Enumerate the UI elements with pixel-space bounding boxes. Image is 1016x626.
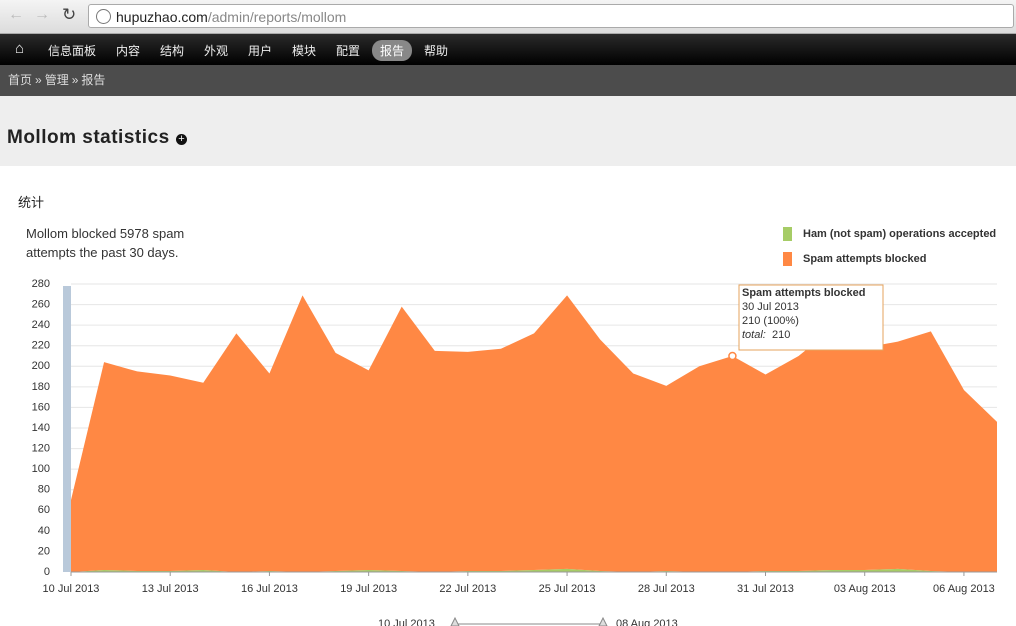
x-tick-label: 31 Jul 2013 [737,583,794,595]
y-tick-label: 120 [32,442,50,454]
x-tick-label: 10 Jul 2013 [43,583,100,595]
browser-bar: ← → ↻ hupuzhao.com/admin/reports/mollom [0,0,1016,34]
page-title: Mollom statistics [7,127,170,148]
toolbar-item[interactable]: 报告 [372,40,413,61]
toolbar-item[interactable]: 模块 [292,44,317,58]
y-tick-label: 40 [38,525,50,537]
legend-label: Spam attempts blocked [803,253,926,265]
tooltip-title: Spam attempts blocked [742,287,865,299]
toolbar-item[interactable]: 配置 [336,44,361,58]
y-tick-label: 100 [32,463,50,475]
toolbar-item[interactable]: 结构 [160,44,185,58]
summary: Mollom blocked 5978 spam attempts the pa… [26,226,185,260]
range-grip [450,616,460,626]
breadcrumb-link: 首页 [8,73,33,87]
globe-icon [96,9,111,24]
breadcrumb-sep: » [35,73,42,87]
legend-label: Ham (not spam) operations accepted [803,228,996,240]
x-tick-label: 13 Jul 2013 [142,583,199,595]
reload-button[interactable]: ↻ [62,5,77,24]
address-bar[interactable]: hupuzhao.com/admin/reports/mollom [88,4,1014,28]
legend-swatch [783,227,792,241]
tooltip-value: 210 (100%) [742,315,799,327]
y-tick-label: 180 [32,381,50,393]
toolbar-item[interactable]: 信息面板 [48,44,97,58]
tooltip-date: 30 Jul 2013 [742,301,799,313]
y-tick-label: 60 [38,504,50,516]
y-tick-label: 140 [32,422,50,434]
tooltip-total: 210 [772,329,790,341]
x-tick-label: 19 Jul 2013 [340,583,397,595]
y-tick-label: 20 [38,545,50,557]
y-tick-label: 200 [32,360,50,372]
y-tick-label: 280 [32,278,50,290]
breadcrumb-sep: » [71,73,79,87]
toolbar-item[interactable]: 外观 [204,44,229,58]
x-tick-label: 22 Jul 2013 [439,583,496,595]
back-button[interactable]: ← [8,6,24,23]
admin-toolbar: ⌂ 信息面板 内容 结构 外观 用户 模块 配置 报告 帮助 [0,34,1016,65]
y-tick-label: 260 [32,298,50,310]
x-tick-label: 28 Jul 2013 [638,583,695,595]
y-tick-label: 240 [32,319,50,331]
x-tick-label: 06 Aug 2013 [933,583,995,595]
hover-point [728,351,737,361]
toolbar-item[interactable]: 帮助 [424,44,449,58]
area [71,568,997,572]
range-start: 10 Jul 2013 [378,618,435,626]
x-tick-label: 25 Jul 2013 [539,583,596,595]
url-path: /admin/reports/mollom [207,9,347,25]
y-tick-label: 220 [32,340,50,352]
tooltip [738,284,884,351]
toolbar-item[interactable]: 内容 [116,44,141,58]
area [71,295,997,572]
range-end: 08 Aug 2013 [616,618,678,626]
range-grip [598,616,608,626]
x-tick-label: 16 Jul 2013 [241,583,298,595]
y-tick-label: 160 [32,401,50,413]
forward-button[interactable]: → [34,6,50,23]
tooltip-total-label: total: [742,329,766,341]
breadcrumb-link: 管理 [44,73,69,87]
x-tick-label: 03 Aug 2013 [834,583,896,595]
toolbar-item[interactable]: 用户 [248,44,273,58]
shortcut-icon[interactable]: + [176,134,187,145]
home-icon[interactable]: ⌂ [15,40,25,57]
breadcrumb: 首页» 管理» 报告 [0,65,1016,96]
page-header: Mollom statistics + [0,96,1016,166]
y-tick-label: 80 [38,484,50,496]
breadcrumb-link: 报告 [81,73,106,87]
section-title: 统计 [18,195,45,210]
legend-swatch [783,252,792,266]
url-host: hupuzhao.com [116,9,208,25]
y-tick-label: 0 [44,566,50,578]
range-handle [63,286,71,572]
